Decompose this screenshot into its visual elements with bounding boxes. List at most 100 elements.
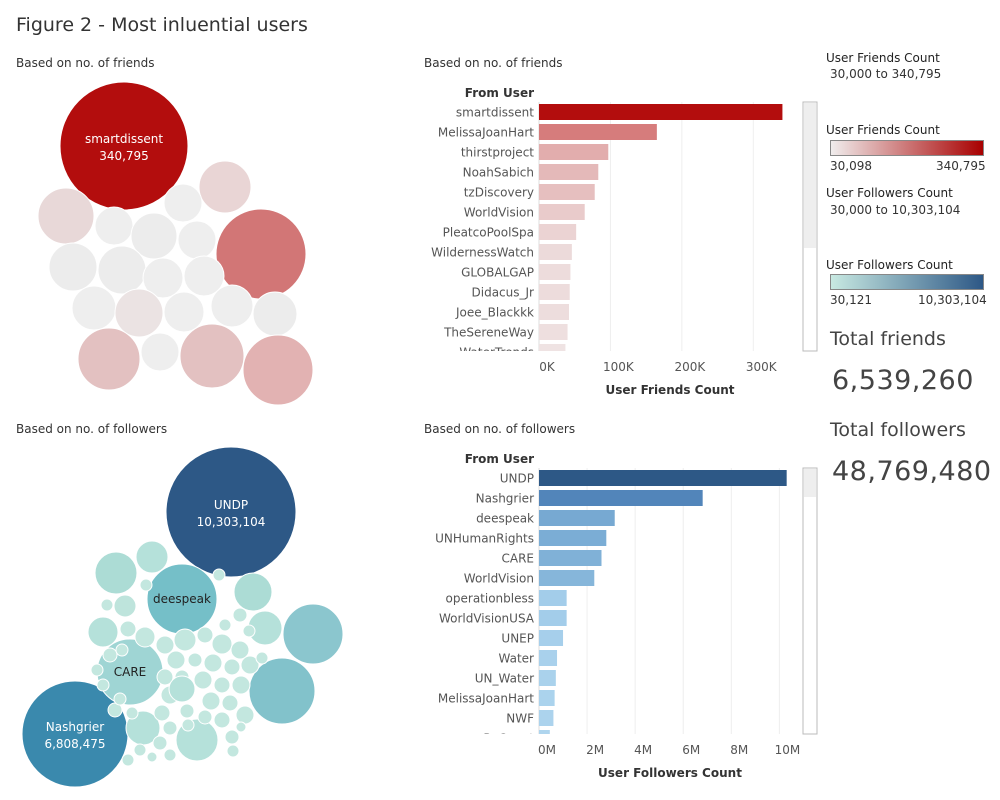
bubble[interactable] <box>119 620 137 638</box>
bubble[interactable] <box>133 743 147 757</box>
bubble[interactable] <box>212 568 226 582</box>
bubble[interactable] <box>163 291 205 333</box>
friends-filter-range[interactable]: 30,000 to 340,795 <box>830 67 942 81</box>
bubble[interactable] <box>213 711 231 729</box>
bubble[interactable] <box>114 288 164 338</box>
bubble[interactable] <box>179 703 195 719</box>
bubble[interactable] <box>233 572 273 612</box>
followers-filter-range[interactable]: 30,000 to 10,303,104 <box>830 203 961 217</box>
bubble[interactable] <box>198 160 252 214</box>
bubble[interactable] <box>155 635 175 655</box>
bubble[interactable] <box>135 540 169 574</box>
bar[interactable] <box>539 630 564 646</box>
bubble[interactable] <box>113 594 137 618</box>
bubble[interactable] <box>113 692 127 706</box>
bar[interactable] <box>539 264 571 280</box>
friends-scrollbar-thumb[interactable] <box>804 103 816 248</box>
bubble[interactable] <box>37 187 95 245</box>
bar[interactable] <box>539 144 609 160</box>
bubble[interactable] <box>242 334 314 406</box>
bubble[interactable] <box>226 744 240 758</box>
bar[interactable] <box>539 164 599 180</box>
bubble[interactable] <box>96 678 110 692</box>
bubble[interactable] <box>156 668 174 686</box>
bubble[interactable] <box>223 658 241 676</box>
bubble[interactable] <box>218 618 232 632</box>
bubble[interactable] <box>77 327 141 391</box>
bubble[interactable] <box>248 657 316 725</box>
bubble[interactable] <box>210 284 254 328</box>
bubble[interactable] <box>97 245 147 295</box>
bar[interactable] <box>539 590 567 606</box>
bar[interactable] <box>539 224 577 240</box>
bubble[interactable] <box>166 650 186 670</box>
bubble[interactable] <box>183 255 225 297</box>
bar[interactable] <box>539 284 570 300</box>
bubble[interactable] <box>230 640 250 660</box>
bubble[interactable] <box>146 751 158 763</box>
bubble[interactable] <box>240 655 260 675</box>
bubble[interactable] <box>211 633 233 655</box>
bar[interactable] <box>539 650 558 666</box>
bar[interactable] <box>539 124 657 140</box>
bubble[interactable] <box>203 653 223 673</box>
bubble[interactable] <box>181 718 195 732</box>
bar[interactable] <box>539 304 569 320</box>
bar[interactable] <box>539 510 615 526</box>
bubble[interactable] <box>163 748 177 762</box>
bar[interactable] <box>539 104 783 120</box>
bubble[interactable] <box>213 676 231 694</box>
bubble[interactable] <box>221 694 239 712</box>
bubble[interactable] <box>187 652 203 668</box>
bubble[interactable] <box>162 720 178 736</box>
bar[interactable] <box>539 570 595 586</box>
bubble[interactable] <box>201 691 221 711</box>
bubble[interactable] <box>197 709 213 725</box>
bar[interactable] <box>539 670 556 686</box>
bubble[interactable] <box>142 257 184 299</box>
bubble[interactable] <box>235 721 247 733</box>
bubble[interactable] <box>224 729 240 745</box>
bubble[interactable] <box>232 607 248 623</box>
bar[interactable] <box>539 710 554 726</box>
bubble[interactable] <box>153 704 171 722</box>
bubble-UNDP[interactable] <box>165 446 297 578</box>
bubble[interactable] <box>94 551 138 595</box>
bubble[interactable] <box>48 242 98 292</box>
bubble[interactable] <box>173 628 197 652</box>
bubble[interactable] <box>163 183 203 223</box>
bar[interactable] <box>539 490 703 506</box>
bubble[interactable] <box>102 647 118 663</box>
bar[interactable] <box>539 344 566 360</box>
bubble[interactable] <box>87 616 119 648</box>
bubble[interactable] <box>90 663 104 677</box>
bubble[interactable] <box>139 578 153 592</box>
bubble[interactable] <box>71 285 117 331</box>
bar[interactable] <box>539 530 607 546</box>
bubble[interactable] <box>94 206 134 246</box>
bar[interactable] <box>539 730 550 746</box>
bar[interactable] <box>539 690 555 706</box>
bar[interactable] <box>539 470 787 486</box>
bubble[interactable] <box>255 651 269 665</box>
bar[interactable] <box>539 610 567 626</box>
bar[interactable] <box>539 550 602 566</box>
bubble[interactable] <box>282 603 344 665</box>
bubble[interactable] <box>121 753 135 767</box>
bar[interactable] <box>539 184 595 200</box>
bubble[interactable] <box>152 735 168 751</box>
bubble[interactable] <box>193 670 213 690</box>
bubble[interactable] <box>235 705 255 725</box>
bubble[interactable] <box>140 332 180 372</box>
followers-scrollbar[interactable] <box>802 467 818 735</box>
bubble[interactable] <box>177 220 217 260</box>
bubble[interactable] <box>100 598 114 612</box>
bar[interactable] <box>539 324 568 340</box>
bubble[interactable] <box>179 323 245 389</box>
bubble[interactable] <box>134 626 156 648</box>
bubble[interactable] <box>242 624 256 638</box>
bubble[interactable] <box>168 675 196 703</box>
bubble[interactable] <box>196 626 214 644</box>
bubble[interactable] <box>115 643 129 657</box>
bar[interactable] <box>539 244 572 260</box>
